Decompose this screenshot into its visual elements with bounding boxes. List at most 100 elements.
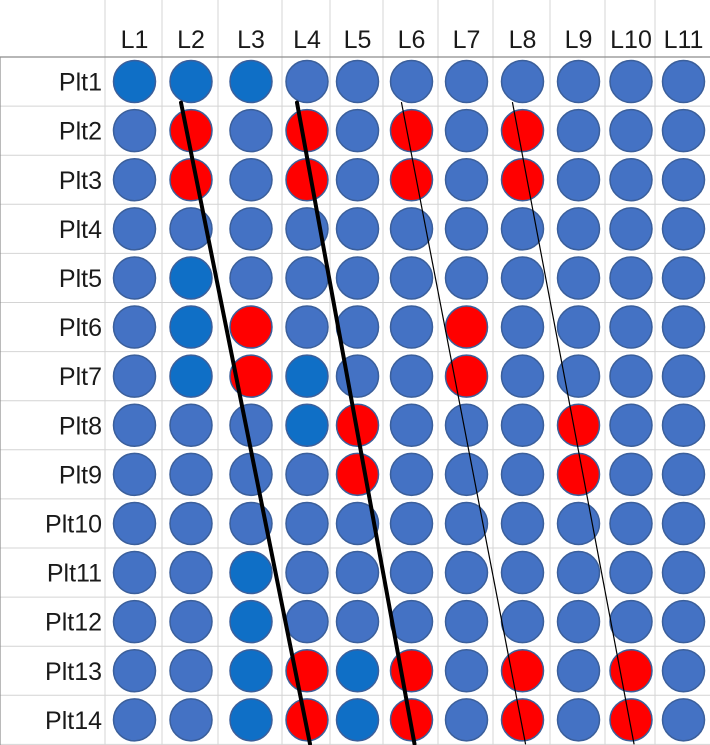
well-dark-blue [169,59,213,104]
well-blue [444,256,489,300]
well-blue [444,501,489,546]
well-blue [335,501,380,546]
row-headers: Plt1 Plt2 Plt3 Plt4 Plt5 Plt6 Plt7 Plt8 Plt9 Plt1… [45,69,102,735]
row-header: Plt8 [59,412,102,440]
well-red [169,158,213,202]
row-header: Plt12 [45,609,102,637]
well-blue [556,59,601,104]
well-blue [661,305,706,349]
well-blue [112,403,157,447]
trend-line [179,100,312,745]
well-blue [112,452,157,497]
well-blue [169,207,213,251]
well-blue [389,305,434,349]
well-blue [169,452,213,497]
well-dark-blue [112,59,157,104]
well-blue [112,354,157,398]
well-blue [389,501,434,546]
well-blue [112,599,157,644]
well-blue [169,403,213,447]
well-blue [661,452,706,497]
column-header: L4 [293,26,321,54]
well-blue [444,59,489,104]
well-blue [229,256,273,300]
well-red [609,698,653,742]
well-blue [112,550,157,595]
well-blue [500,550,545,595]
row-header: Plt2 [59,118,102,146]
well-blue [556,158,601,202]
well-blue [661,354,706,398]
row-header: Plt6 [59,314,102,342]
well-blue [500,452,545,497]
well-blue [112,501,157,546]
well-blue [661,599,706,644]
well-blue [444,108,489,153]
well-dark-blue [229,550,273,595]
well-blue [609,403,653,447]
well-blue [556,599,601,644]
column-header: L1 [121,26,149,54]
trend-line [295,100,417,745]
well-blue [609,305,653,349]
well-blue [609,599,653,644]
column-header: L10 [610,26,652,54]
well-blue [609,354,653,398]
well-blue [285,501,329,546]
well-blue [169,599,213,644]
well-blue [661,550,706,595]
well-blue [661,501,706,546]
well-blue [169,698,213,742]
well-blue [556,698,601,742]
well-blue [389,207,434,251]
well-blue [556,501,601,546]
well-dark-blue [229,698,273,742]
well-blue [500,403,545,447]
well-blue [389,256,434,300]
wells [112,59,706,742]
well-blue [444,599,489,644]
well-blue [609,59,653,104]
well-blue [285,59,329,104]
well-red [556,403,601,447]
well-dark-blue [335,698,380,742]
well-blue [556,207,601,251]
well-blue [444,698,489,742]
well-blue [556,256,601,300]
well-blue [389,550,434,595]
well-blue [389,403,434,447]
well-blue [444,403,489,447]
well-blue [335,59,380,104]
well-dark-blue [229,59,273,104]
column-header: L2 [177,26,205,54]
well-dark-blue [169,354,213,398]
well-blue [444,649,489,693]
well-blue [500,599,545,644]
well-blue [285,599,329,644]
well-red [389,108,434,153]
well-dark-blue [335,649,380,693]
well-blue [389,354,434,398]
well-dark-blue [229,649,273,693]
well-dark-blue [229,599,273,644]
trend-lines [179,100,635,745]
well-blue [609,158,653,202]
well-blue [444,158,489,202]
well-blue [335,108,380,153]
well-blue [112,698,157,742]
well-blue [112,649,157,693]
row-header: Plt1 [59,69,102,97]
well-blue [609,452,653,497]
well-blue [500,207,545,251]
row-header: Plt9 [59,461,102,489]
column-header: L7 [453,26,481,54]
well-blue [500,501,545,546]
well-blue [556,649,601,693]
well-dark-blue [169,305,213,349]
column-header: L6 [398,26,426,54]
well-blue [661,108,706,153]
row-header: Plt10 [45,510,102,538]
well-blue [556,108,601,153]
well-blue [112,256,157,300]
